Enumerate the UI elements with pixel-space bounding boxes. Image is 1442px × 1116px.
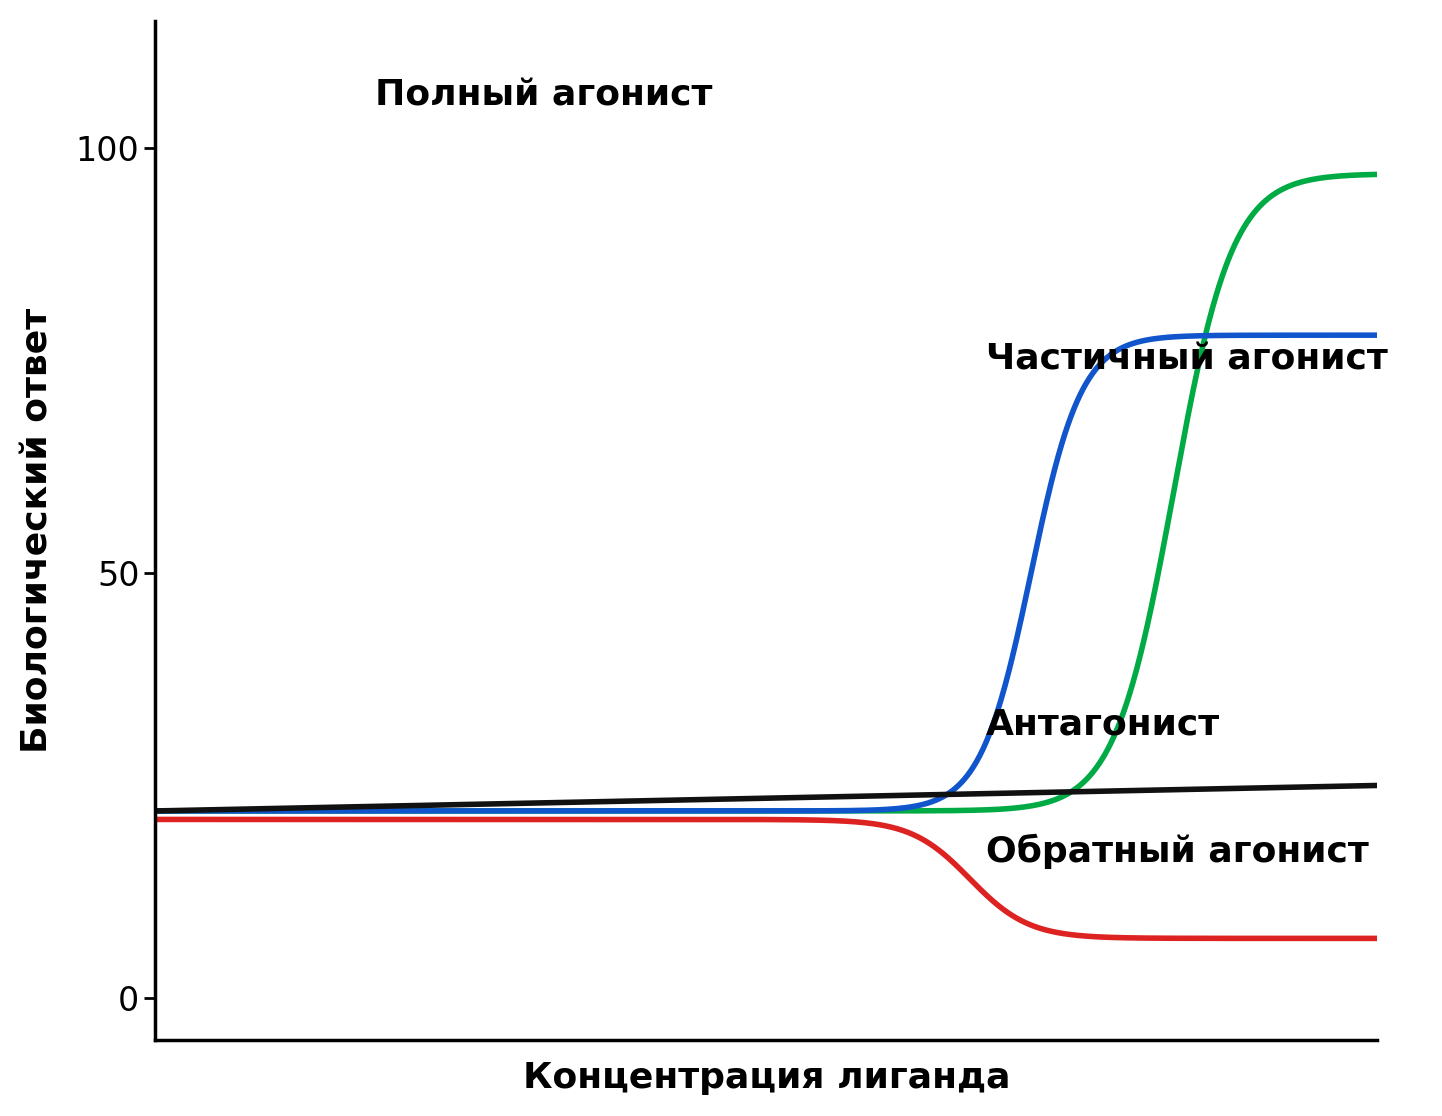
Text: Частичный агонист: Частичный агонист: [986, 343, 1387, 376]
Text: Обратный агонист: Обратный агонист: [986, 834, 1368, 869]
Text: Полный агонист: Полный агонист: [375, 79, 712, 113]
Text: Антагонист: Антагонист: [986, 708, 1220, 741]
X-axis label: Концентрация лиганда: Концентрация лиганда: [522, 1061, 1009, 1095]
Y-axis label: Биологический ответ: Биологический ответ: [20, 308, 55, 753]
